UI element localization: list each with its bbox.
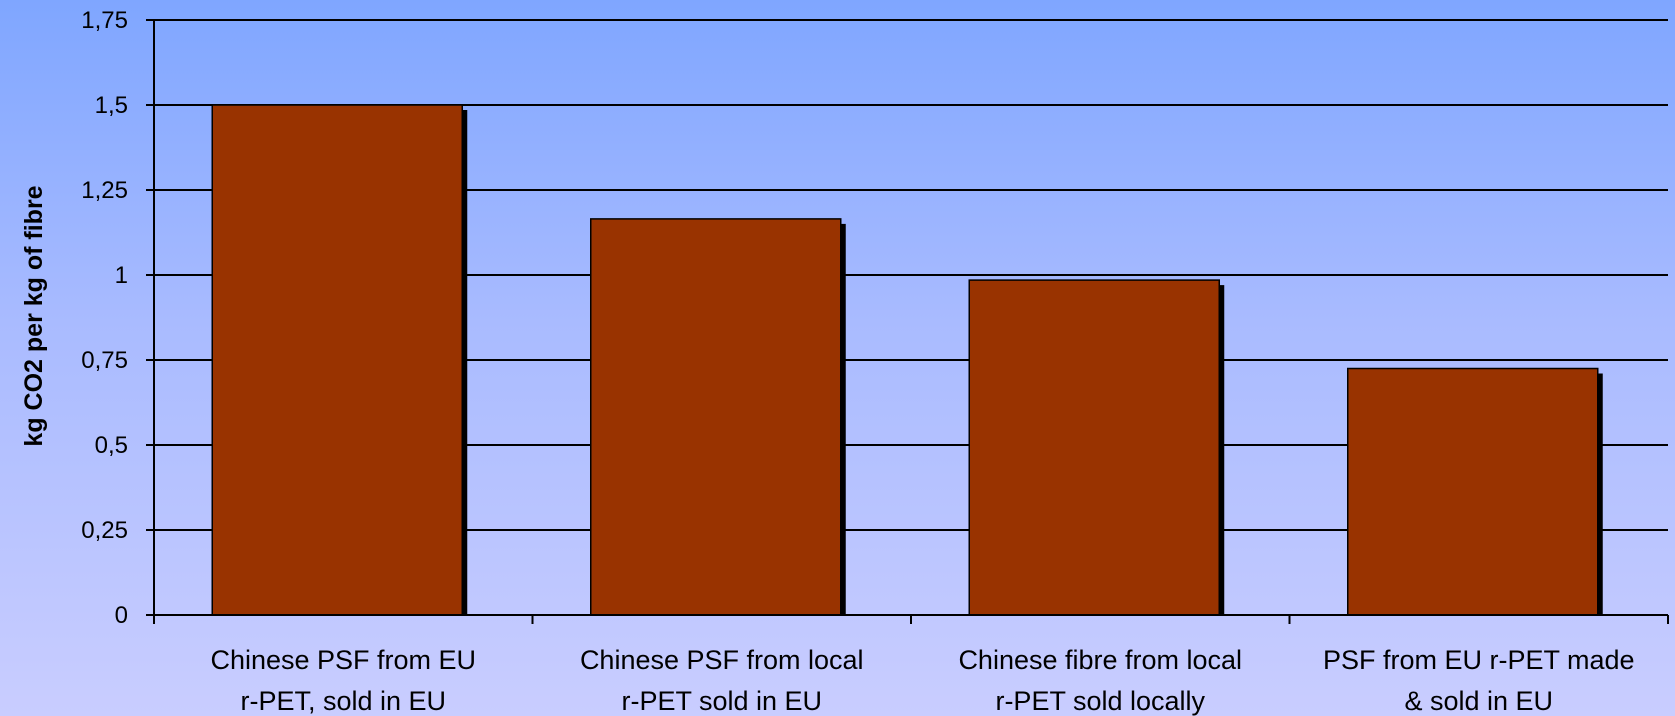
bar [590, 218, 842, 616]
bar [1347, 367, 1599, 616]
x-tick-label-line: r-PET sold locally [995, 686, 1205, 716]
x-tick-label-line: & sold in EU [1404, 686, 1553, 716]
x-tick-label: PSF from EU r-PET made & sold in EU [1323, 645, 1635, 716]
x-tick-label: Chinese PSF from EU r-PET, sold in EU [210, 645, 476, 716]
y-tick-label: 1 [115, 262, 128, 289]
y-tick-label: 1,75 [81, 7, 128, 34]
y-axis-label: kg CO2 per kg of fibre [20, 185, 48, 446]
x-tick-label-line: Chinese fibre from local [958, 645, 1242, 675]
y-tick-label: 0 [115, 602, 128, 629]
x-tick-label: Chinese PSF from local r-PET sold in EU [580, 645, 864, 716]
y-tick-labels: 0 0,25 0,5 0,75 1 1,25 1,5 1,75 [81, 7, 128, 629]
bar [211, 104, 463, 616]
x-tick-label: Chinese fibre from local r-PET sold local… [958, 645, 1242, 716]
y-tick-label: 0,25 [81, 517, 128, 544]
y-tick-label: 0,5 [95, 432, 128, 459]
bar [968, 279, 1220, 616]
axis-layer [146, 19, 1669, 624]
x-tick-label-line: PSF from EU r-PET made [1323, 645, 1635, 675]
x-tick-labels: Chinese PSF from EU r-PET, sold in EUChin… [210, 645, 1634, 716]
x-tick-label-line: r-PET, sold in EU [240, 686, 446, 716]
x-tick-label-line: r-PET sold in EU [621, 686, 822, 716]
x-tick-label-line: Chinese PSF from local [580, 645, 864, 675]
bars-layer [211, 104, 1603, 616]
y-tick-label: 1,25 [81, 177, 128, 204]
x-tick-label-line: Chinese PSF from EU [210, 645, 476, 675]
y-tick-label: 0,75 [81, 347, 128, 374]
y-tick-label: 1,5 [95, 92, 128, 119]
